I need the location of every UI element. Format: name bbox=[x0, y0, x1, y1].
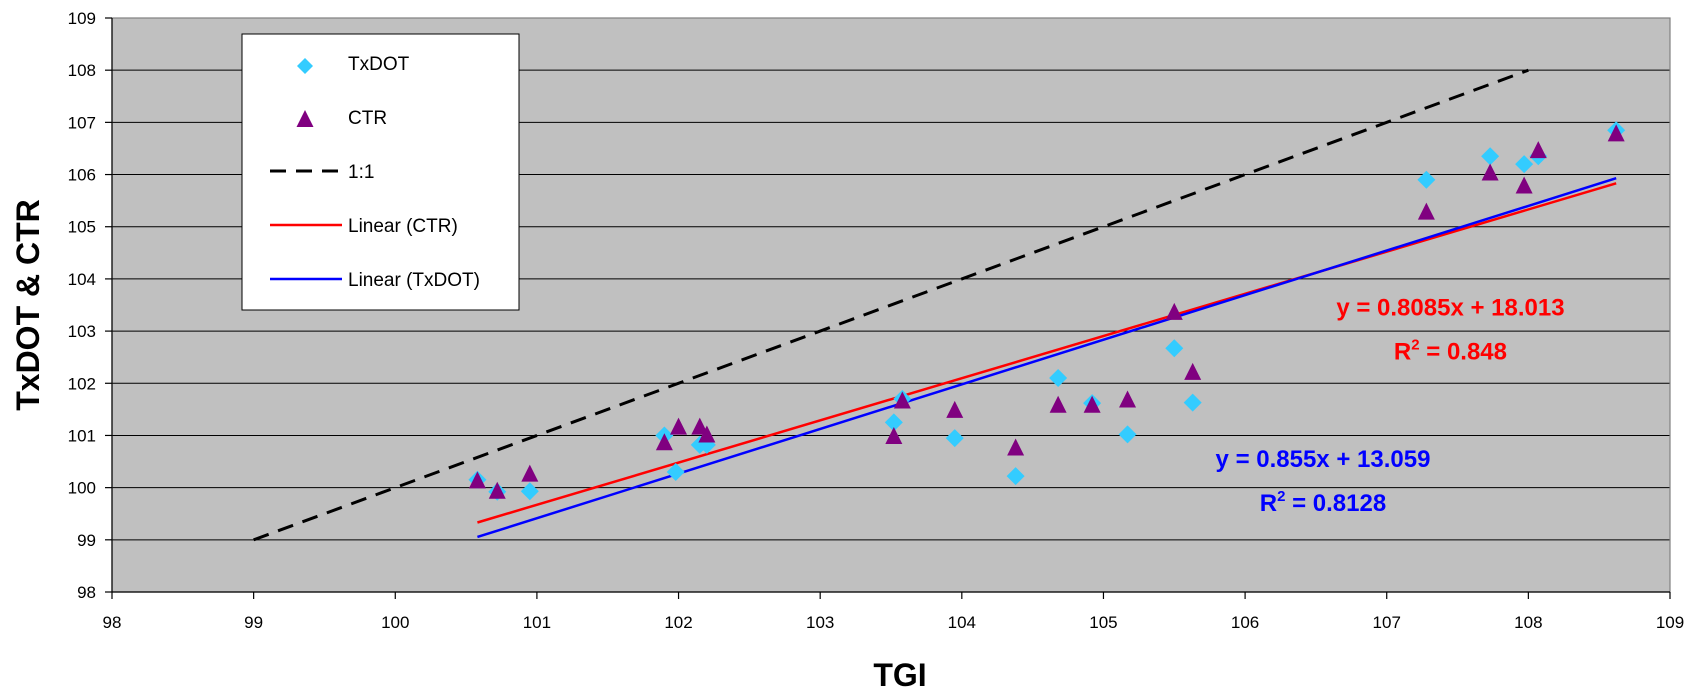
ctr-point bbox=[1119, 390, 1137, 408]
trendline-equation: y = 0.855x + 13.059 bbox=[1216, 446, 1431, 473]
x-tick-label: 98 bbox=[103, 613, 122, 632]
x-tick-label: 104 bbox=[948, 613, 976, 632]
y-axis-title: TxDOT & CTR bbox=[10, 199, 46, 411]
ctr-point bbox=[1417, 202, 1435, 220]
ctr-point bbox=[885, 427, 903, 445]
legend-marker-txdot bbox=[297, 58, 313, 74]
ctr-point bbox=[1049, 395, 1067, 413]
y-tick-label: 105 bbox=[68, 218, 96, 237]
legend-box bbox=[241, 33, 520, 311]
data-points bbox=[468, 121, 1626, 501]
ctr-point bbox=[1165, 302, 1183, 320]
ctr-point bbox=[698, 425, 716, 443]
axes bbox=[111, 17, 1671, 593]
txdot-point bbox=[666, 462, 685, 481]
txdot-point bbox=[1515, 155, 1534, 174]
legend: TxDOT CTR 1:1 Linear (CTR) Linear (TxDOT) bbox=[241, 33, 520, 311]
y-tick-label: 108 bbox=[68, 61, 96, 80]
txdot-point bbox=[1006, 467, 1025, 486]
txdot-point bbox=[1165, 339, 1184, 358]
y-tick-label: 106 bbox=[68, 166, 96, 185]
y-tick-label: 109 bbox=[68, 9, 96, 28]
x-tick-label: 103 bbox=[806, 613, 834, 632]
legend-marker-ctr bbox=[296, 110, 314, 127]
x-tick-labels: 98 99 100 101 102 103 104 105 106 107 108 109 bbox=[103, 592, 1684, 632]
y-tick-label: 100 bbox=[68, 479, 96, 498]
x-tick-label: 100 bbox=[381, 613, 409, 632]
y-tick-labels: 98 99 100 101 102 103 104 105 106 107 108 109 bbox=[68, 9, 112, 602]
ctr-point bbox=[1007, 438, 1025, 456]
x-tick-label: 105 bbox=[1089, 613, 1117, 632]
y-tick-label: 101 bbox=[68, 426, 96, 445]
ctr-point bbox=[670, 417, 688, 435]
txdot-point bbox=[1183, 393, 1202, 412]
x-tick-label: 107 bbox=[1373, 613, 1401, 632]
r-squared-label: R2 = 0.848 bbox=[1394, 336, 1507, 365]
x-tick-label: 109 bbox=[1656, 613, 1684, 632]
ctr-point bbox=[1184, 362, 1202, 380]
ctr-point bbox=[946, 400, 964, 418]
y-tick-label: 98 bbox=[77, 583, 96, 602]
series-lines bbox=[253, 68, 1617, 542]
r-squared-label: R2 = 0.8128 bbox=[1260, 488, 1386, 517]
trendline-equation: y = 0.8085x + 18.013 bbox=[1336, 294, 1564, 321]
txdot-point bbox=[1049, 369, 1068, 388]
legend-label-ctr: CTR bbox=[348, 108, 387, 129]
trendline-annotations: y = 0.8085x + 18.013 R2 = 0.848 y = 0.855x… bbox=[1216, 294, 1565, 516]
ctr-point bbox=[893, 391, 911, 409]
txdot-point bbox=[520, 482, 539, 501]
txdot-point bbox=[1481, 147, 1500, 166]
y-tick-label: 102 bbox=[68, 374, 96, 393]
legend-label-linear-txdot: Linear (TxDOT) bbox=[348, 270, 480, 291]
legend-label-1-1: 1:1 bbox=[348, 162, 374, 183]
y-tick-label: 103 bbox=[68, 322, 96, 341]
series-line-linear-ctr bbox=[477, 182, 1617, 524]
x-tick-label: 102 bbox=[664, 613, 692, 632]
legend-label-txdot: TxDOT bbox=[348, 54, 410, 75]
x-axis-title: TGI bbox=[873, 657, 926, 693]
ctr-point bbox=[655, 433, 673, 451]
ctr-point bbox=[521, 464, 539, 482]
ctr-point bbox=[691, 417, 709, 435]
ctr-point bbox=[1607, 124, 1625, 142]
ctr-point bbox=[468, 471, 486, 489]
x-tick-label: 106 bbox=[1231, 613, 1259, 632]
legend-label-linear-ctr: Linear (CTR) bbox=[348, 216, 458, 237]
ctr-point bbox=[1515, 176, 1533, 194]
txdot-point bbox=[945, 429, 964, 448]
y-tick-label: 99 bbox=[77, 531, 96, 550]
ctr-point bbox=[1083, 395, 1101, 413]
x-tick-label: 108 bbox=[1514, 613, 1542, 632]
ctr-point bbox=[1481, 163, 1499, 181]
ctr-point bbox=[1529, 141, 1547, 159]
y-tick-label: 107 bbox=[68, 113, 96, 132]
txdot-point bbox=[1417, 170, 1436, 189]
x-tick-label: 101 bbox=[523, 613, 551, 632]
series-line-linear-txdot bbox=[477, 177, 1617, 539]
series-line-1-1 bbox=[253, 68, 1529, 542]
txdot-point bbox=[1118, 425, 1137, 444]
y-tick-label: 104 bbox=[68, 270, 96, 289]
x-tick-label: 99 bbox=[244, 613, 263, 632]
txdot-point bbox=[884, 413, 903, 432]
ctr-point bbox=[488, 481, 506, 499]
